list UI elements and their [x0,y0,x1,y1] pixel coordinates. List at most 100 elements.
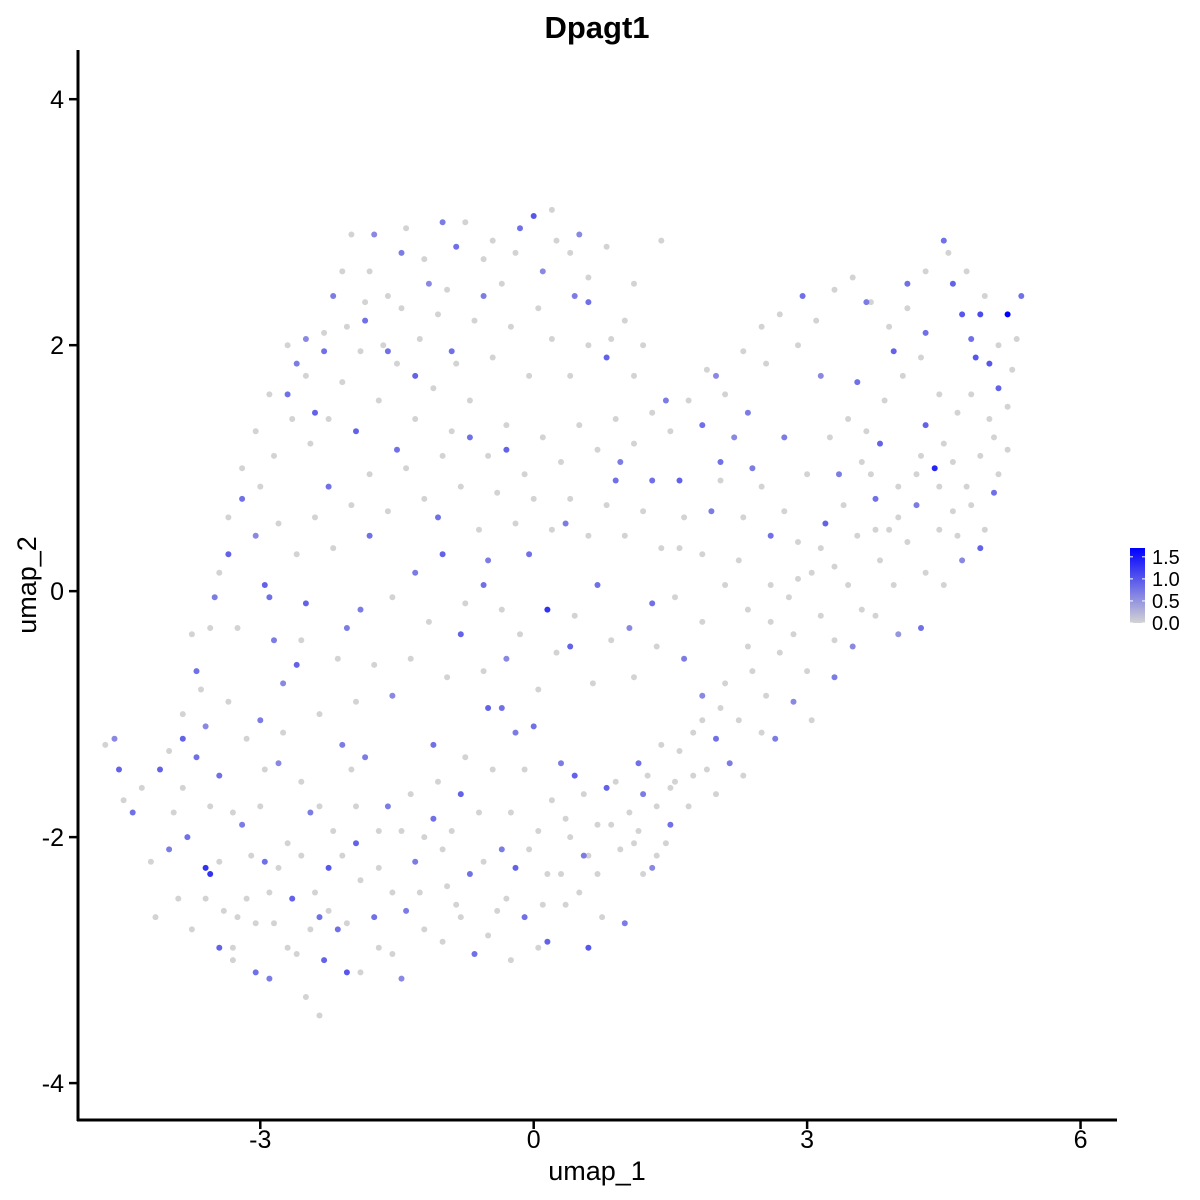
colorbar-legend: 0.00.51.01.5 [1130,547,1180,635]
data-point [485,452,492,459]
data-point [890,348,897,355]
data-point [293,551,300,558]
data-point [366,532,373,539]
data-point [744,643,751,650]
data-point [316,711,323,718]
data-point [758,483,765,490]
data-point [571,293,578,299]
data-point [594,871,601,877]
data-point [790,698,797,705]
data-point [462,219,469,226]
data-point [343,625,350,631]
data-point [881,397,888,404]
data-point [257,803,264,810]
data-point [640,342,647,349]
data-point [430,385,437,392]
data-point [211,594,218,601]
data-point [453,360,460,367]
data-point [699,692,706,699]
data-point [558,871,564,877]
data-point [936,483,943,490]
data-point [954,409,961,416]
data-point [480,858,487,865]
data-point [585,299,592,306]
data-point [535,305,542,312]
data-point [188,926,195,933]
data-point [225,551,232,558]
data-point [772,735,779,742]
data-point [867,471,874,478]
data-point [631,372,637,379]
data-point [940,582,947,588]
data-point [521,914,528,921]
data-point [795,342,801,349]
data-point [530,213,537,219]
data-point [220,907,227,914]
data-point [216,569,223,576]
data-point [371,231,378,238]
data-point [653,852,660,859]
data-point [229,957,236,964]
data-point [275,864,282,871]
data-point [713,791,719,798]
data-point [353,428,359,435]
data-point [261,766,268,773]
data-point [489,237,496,244]
data-point [357,969,364,976]
data-point [307,440,314,447]
x-axis-title: umap_1 [548,1156,646,1186]
data-point [594,446,601,453]
data-point [667,821,674,828]
data-point [284,391,291,398]
data-point [781,434,788,441]
data-point [102,741,109,748]
data-point [302,600,309,607]
data-point [644,772,651,779]
data-point [330,293,337,299]
data-point [207,625,214,631]
data-point [348,502,355,509]
data-point [918,354,924,361]
data-point [703,366,710,373]
x-ticks: -3 0 3 6 [249,1120,1087,1154]
data-point [198,686,204,693]
data-point [886,526,893,533]
data-point [357,606,364,613]
data-point [147,858,154,865]
data-point [453,243,460,250]
data-point [817,545,824,552]
data-point [348,766,355,773]
data-point [280,680,287,687]
data-point [252,920,259,927]
data-point [685,397,692,404]
data-point [699,551,706,558]
data-point [585,532,592,539]
data-point [316,803,323,810]
data-point [740,772,747,779]
data-point [466,871,473,877]
data-point [899,372,906,379]
data-point [421,256,428,263]
data-point [489,354,496,361]
data-point [517,631,523,638]
data-point [289,416,296,422]
data-point [444,883,451,890]
data-point [562,520,569,527]
data-point [257,717,264,724]
data-point [252,532,259,539]
data-point [343,920,350,927]
data-point [918,452,924,459]
data-point [503,446,510,453]
data-point [863,299,870,306]
colorbar-tick-label: 1.5 [1152,547,1180,569]
data-point [412,416,419,422]
data-point [949,508,956,515]
data-point [940,237,947,244]
data-point [184,834,191,841]
data-point [466,397,473,404]
data-point [321,329,328,336]
data-point [977,311,984,318]
data-point [357,348,364,355]
data-point [398,305,405,312]
data-point [981,526,988,533]
